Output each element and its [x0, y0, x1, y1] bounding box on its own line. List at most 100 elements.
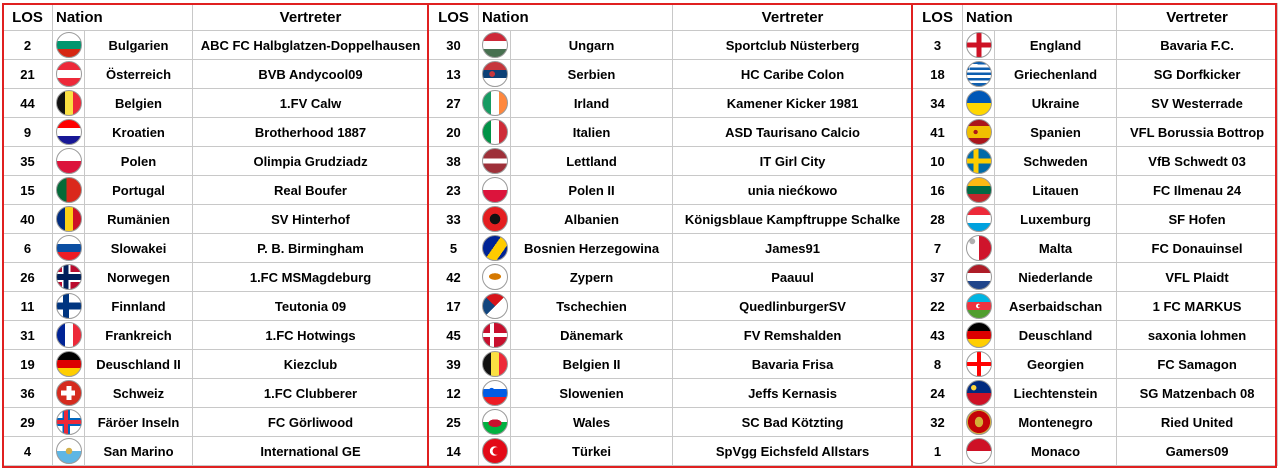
- flag-cell: [52, 349, 85, 379]
- los-cell: 41: [912, 117, 964, 147]
- poland-flag-icon: [55, 148, 82, 174]
- los-cell: 44: [2, 88, 53, 118]
- nation-cell: Portugal: [83, 175, 194, 205]
- los-cell: 45: [428, 320, 480, 350]
- liechtenstein-flag-icon: [965, 380, 992, 406]
- vertreter-cell: SC Bad Kötzting: [672, 407, 914, 437]
- flag-cell: [478, 59, 512, 89]
- luxembourg-flag-icon: [965, 206, 992, 232]
- flag-cell: [478, 436, 512, 466]
- spain-flag-icon: [965, 119, 992, 145]
- nation-cell: Deuschland: [994, 320, 1118, 350]
- flag-cell: [478, 88, 512, 118]
- table-row: 31 Frankreich 1.FC Hotwings 45 Dänemark FV Re…: [2, 320, 1279, 350]
- table-row: 29 Färöer Inseln FC Görliwood 25 Wales SC Bad…: [2, 407, 1279, 437]
- table-row: 19 Deuschland II Kiezclub 39 Belgien II Bavar…: [2, 349, 1279, 379]
- los-cell: 31: [2, 320, 53, 350]
- header-row: LOS Nation Vertreter LOS Nation Vertrete…: [2, 3, 1279, 31]
- los-cell: 18: [912, 59, 964, 89]
- vertreter-cell: SF Hofen: [1116, 204, 1279, 234]
- los-cell: 11: [2, 291, 53, 321]
- los-cell: 42: [428, 262, 480, 292]
- los-cell: 4: [2, 436, 53, 466]
- portugal-flag-icon: [55, 177, 82, 203]
- nation-cell: Bulgarien: [83, 30, 194, 60]
- draw-table: LOS Nation Vertreter LOS Nation Vertrete…: [2, 3, 1279, 466]
- header-vertreter: Vertreter: [1116, 3, 1279, 31]
- flag-cell: [962, 407, 996, 437]
- vertreter-cell: 1.FC Hotwings: [192, 320, 430, 350]
- serbia-flag-icon: [481, 61, 508, 87]
- nation-cell: Aserbaidschan: [994, 291, 1118, 321]
- vertreter-cell: unia niećkowo: [672, 175, 914, 205]
- header-nation: Nation: [962, 3, 1118, 31]
- bosnia-flag-icon: [481, 235, 508, 261]
- flag-cell: [962, 117, 996, 147]
- vertreter-cell: FC Ilmenau 24: [1116, 175, 1279, 205]
- nation-cell: San Marino: [83, 436, 194, 466]
- vertreter-cell: Ried United: [1116, 407, 1279, 437]
- georgia-flag-icon: [965, 351, 992, 377]
- belgium-flag-icon: [55, 90, 82, 116]
- sanmarino-flag-icon: [55, 438, 82, 464]
- los-cell: 21: [2, 59, 53, 89]
- vertreter-cell: VFL Plaidt: [1116, 262, 1279, 292]
- italy-flag-icon: [481, 119, 508, 145]
- los-cell: 2: [2, 30, 53, 60]
- bulgaria-flag-icon: [55, 32, 82, 58]
- flag-cell: [52, 378, 85, 408]
- flag-cell: [478, 30, 512, 60]
- vertreter-cell: Brotherhood 1887: [192, 117, 430, 147]
- flag-cell: [478, 204, 512, 234]
- los-cell: 3: [912, 30, 964, 60]
- los-cell: 17: [428, 291, 480, 321]
- los-cell: 24: [912, 378, 964, 408]
- switzerland-flag-icon: [55, 380, 82, 406]
- nation-cell: Tschechien: [510, 291, 674, 321]
- los-cell: 39: [428, 349, 480, 379]
- sweden-flag-icon: [965, 148, 992, 174]
- header-los: LOS: [912, 3, 964, 31]
- france-flag-icon: [55, 322, 82, 348]
- vertreter-cell: ASD Taurisano Calcio: [672, 117, 914, 147]
- vertreter-cell: VfB Schwedt 03: [1116, 146, 1279, 176]
- latvia-flag-icon: [481, 148, 508, 174]
- table-row: 6 Slowakei P. B. Birmingham 5 Bosnien Herzeg…: [2, 233, 1279, 263]
- vertreter-cell: P. B. Birmingham: [192, 233, 430, 263]
- flag-cell: [962, 59, 996, 89]
- flag-cell: [52, 436, 85, 466]
- nation-cell: Finnland: [83, 291, 194, 321]
- los-cell: 36: [2, 378, 53, 408]
- nation-cell: Albanien: [510, 204, 674, 234]
- vertreter-cell: Paauul: [672, 262, 914, 292]
- table-row: 11 Finnland Teutonia 09 17 Tschechien Quedlin…: [2, 291, 1279, 321]
- belgium-flag-icon: [481, 351, 508, 377]
- los-cell: 20: [428, 117, 480, 147]
- flag-cell: [478, 117, 512, 147]
- los-cell: 22: [912, 291, 964, 321]
- flag-cell: [478, 349, 512, 379]
- nation-cell: Slowakei: [83, 233, 194, 263]
- nation-cell: Deuschland II: [83, 349, 194, 379]
- nation-cell: England: [994, 30, 1118, 60]
- greece-flag-icon: [965, 61, 992, 87]
- vertreter-cell: FC Görliwood: [192, 407, 430, 437]
- vertreter-cell: Olimpia Grudziadz: [192, 146, 430, 176]
- los-cell: 16: [912, 175, 964, 205]
- los-cell: 34: [912, 88, 964, 118]
- nation-cell: Monaco: [994, 436, 1118, 466]
- los-cell: 28: [912, 204, 964, 234]
- poland-flag-icon: [481, 177, 508, 203]
- flag-cell: [478, 407, 512, 437]
- flag-cell: [962, 233, 996, 263]
- nation-cell: Ukraine: [994, 88, 1118, 118]
- nation-cell: Luxemburg: [994, 204, 1118, 234]
- vertreter-cell: Gamers09: [1116, 436, 1279, 466]
- vertreter-cell: FC Donauinsel: [1116, 233, 1279, 263]
- header-nation: Nation: [478, 3, 674, 31]
- ireland-flag-icon: [481, 90, 508, 116]
- los-cell: 32: [912, 407, 964, 437]
- ukraine-flag-icon: [965, 90, 992, 116]
- montenegro-flag-icon: [965, 409, 992, 435]
- los-cell: 29: [2, 407, 53, 437]
